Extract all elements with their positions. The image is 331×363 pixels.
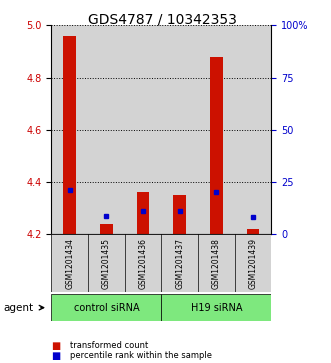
Text: GSM1201438: GSM1201438	[212, 238, 221, 289]
Text: GSM1201435: GSM1201435	[102, 238, 111, 289]
Bar	[235, 25, 271, 234]
Text: ■: ■	[51, 351, 61, 361]
Text: percentile rank within the sample: percentile rank within the sample	[70, 351, 212, 360]
Bar	[137, 192, 149, 234]
Text: transformed count: transformed count	[70, 341, 148, 350]
Text: H19 siRNA: H19 siRNA	[191, 303, 242, 313]
Bar	[125, 25, 161, 234]
Bar	[51, 25, 88, 234]
Bar	[198, 25, 235, 234]
Text: GSM1201439: GSM1201439	[249, 238, 258, 289]
Bar	[247, 229, 260, 234]
Bar	[161, 25, 198, 234]
Text: ■: ■	[51, 340, 61, 351]
Bar	[210, 57, 223, 234]
Bar	[161, 294, 271, 321]
Text: agent: agent	[3, 303, 33, 313]
Bar	[173, 195, 186, 234]
Bar	[100, 224, 113, 234]
Bar	[88, 25, 125, 234]
Text: GDS4787 / 10342353: GDS4787 / 10342353	[88, 13, 237, 27]
Bar	[63, 36, 76, 234]
Text: GSM1201437: GSM1201437	[175, 238, 184, 289]
Text: GSM1201434: GSM1201434	[65, 238, 74, 289]
Bar	[51, 294, 161, 321]
Text: GSM1201436: GSM1201436	[138, 238, 148, 289]
Text: control siRNA: control siRNA	[73, 303, 139, 313]
